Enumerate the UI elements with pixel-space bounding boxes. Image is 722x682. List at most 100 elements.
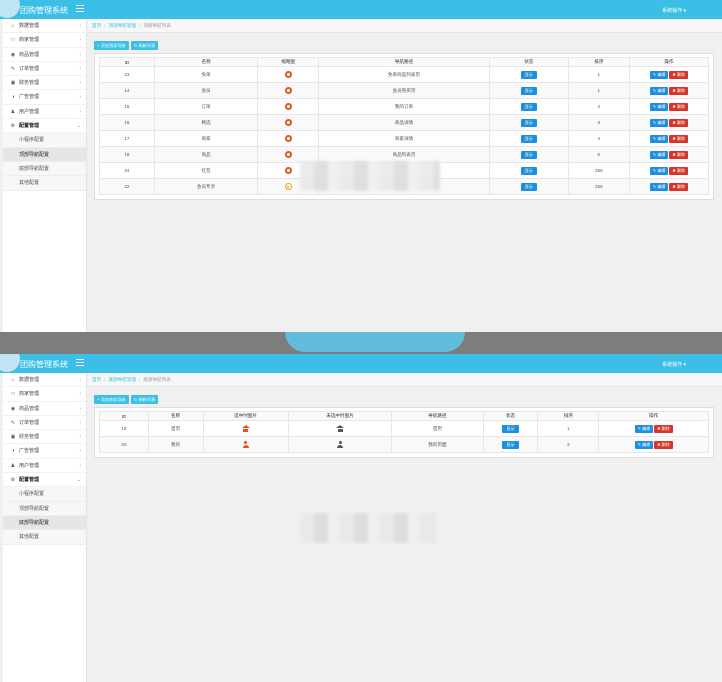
edit-icon: ✎ — [10, 65, 16, 72]
refresh-list-button[interactable]: ↻ 刷新列表 — [130, 41, 159, 50]
sidebar-subitem-2[interactable]: 底部导航配置 — [3, 161, 86, 177]
delete-button[interactable]: ✖ 删除 — [669, 118, 688, 127]
delete-button[interactable]: ✖ 删除 — [669, 134, 688, 143]
edit-icon: ✎ — [637, 425, 643, 431]
sidebar-item-6[interactable]: ♟ 用户管理 › — [3, 105, 86, 120]
sidebar-item-6[interactable]: ♟ 用户管理 › — [3, 459, 86, 474]
name-cell: 首页 — [147, 420, 204, 437]
add-bottom-nav-button[interactable]: + 添加底部导航 — [94, 395, 129, 404]
user-icon: ♟ — [10, 108, 16, 115]
edit-button[interactable]: ✎ 编辑 — [649, 86, 669, 95]
refresh-list-button[interactable]: ↻ 刷新列表 — [130, 395, 159, 404]
sidebar-item-2[interactable]: ◉ 商品管理 › — [3, 402, 86, 416]
edit-button[interactable]: ✎ 编辑 — [649, 182, 669, 191]
status-cell: 显示 — [488, 130, 569, 147]
sidebar-subitem-3[interactable]: 其他配置 — [3, 530, 86, 545]
actions-cell: ✎ 编辑 ✖ 删除 — [628, 82, 710, 99]
delete-button[interactable]: ✖ 删除 — [669, 70, 688, 79]
sidebar-subitem-1[interactable]: 顶部导航配置 — [3, 501, 86, 516]
menu-toggle-icon[interactable] — [76, 5, 84, 13]
sidebar-item-5[interactable]: ◑ 广告管理 › — [3, 444, 86, 459]
system-operations-dropdown[interactable]: 系统操作 — [662, 361, 686, 368]
breadcrumb-parent-link[interactable]: 底部导航管理 — [108, 377, 137, 382]
sidebar-subitem-2[interactable]: 底部导航配置 — [3, 515, 86, 531]
sidebar-item-5[interactable]: ◑ 广告管理 › — [3, 90, 86, 105]
sidebar-item-label: 商家管理 — [19, 391, 40, 398]
book-icon: ▣ — [10, 80, 16, 87]
menu-toggle-icon[interactable] — [76, 359, 84, 367]
chevron-right-icon: › — [79, 448, 81, 455]
delete-button[interactable]: ✖ 删除 — [669, 182, 688, 191]
sidebar-item-1[interactable]: □ 商家管理 › — [3, 387, 86, 402]
sidebar-item-0[interactable]: ⌂ 数据管理 › — [3, 373, 86, 388]
refresh-list-label: 刷新列表 — [138, 43, 156, 48]
status-badge[interactable]: 显示 — [520, 182, 537, 191]
delete-button[interactable]: ✖ 删除 — [669, 86, 688, 95]
edit-button[interactable]: ✎ 编辑 — [649, 134, 669, 143]
status-cell: 显示 — [488, 178, 569, 195]
id-cell: 14 — [99, 82, 155, 99]
breadcrumb-home-link[interactable]: 首页 — [92, 377, 102, 382]
edit-button[interactable]: ✎ 编辑 — [634, 424, 654, 433]
table-row: 14 会员 会员购买页 显示 1 ✎ 编辑 ✖ 删除 — [99, 82, 710, 99]
sidebar-item-1[interactable]: □ 商家管理 › — [3, 33, 86, 48]
sidebar-item-2[interactable]: ◉ 商品管理 › — [3, 48, 86, 62]
edit-icon: ✎ — [652, 167, 658, 173]
status-badge[interactable]: 显示 — [520, 166, 537, 175]
chevron-right-icon: › — [79, 405, 81, 412]
user-icon — [242, 441, 249, 448]
sidebar-subitem-3[interactable]: 其他配置 — [3, 176, 86, 191]
edit-button[interactable]: ✎ 编辑 — [649, 150, 669, 159]
sidebar-item-4[interactable]: ▣ 财务管理 › — [3, 76, 86, 91]
actions-cell: ✎ 编辑 ✖ 删除 — [628, 114, 710, 131]
delete-button[interactable]: ✖ 删除 — [669, 102, 688, 111]
toolbar: + 添加底部导航 ↻ 刷新列表 — [94, 395, 160, 404]
name-cell: 订单 — [153, 98, 259, 115]
id-cell: 19 — [99, 420, 149, 437]
edit-button[interactable]: ✎ 编辑 — [649, 118, 669, 127]
chevron-right-icon: › — [79, 37, 81, 44]
edit-button[interactable]: ✎ 编辑 — [649, 70, 669, 79]
name-cell: 精选 — [153, 114, 259, 131]
sidebar-item-4[interactable]: ▣ 财务管理 › — [3, 430, 86, 445]
sidebar-subitem-0[interactable]: 小程序配置 — [3, 133, 86, 148]
edit-icon: ✎ — [652, 71, 658, 77]
status-badge[interactable]: 显示 — [520, 70, 537, 79]
system-operations-dropdown[interactable]: 系统操作 — [662, 7, 686, 14]
sidebar-item-0[interactable]: ⌂ 数据管理 › — [3, 19, 86, 34]
sidebar-item-label: 订单管理 — [19, 419, 40, 426]
status-badge[interactable]: 显示 — [520, 86, 537, 95]
status-badge[interactable]: 显示 — [502, 424, 519, 433]
edit-button[interactable]: ✎ 编辑 — [634, 440, 654, 449]
delete-button[interactable]: ✖ 删除 — [654, 440, 673, 449]
add-top-nav-button[interactable]: + 添加顶部导航 — [94, 41, 129, 50]
delete-button[interactable]: ✖ 删除 — [654, 424, 673, 433]
sidebar-item-3[interactable]: ✎ 订单管理 › — [3, 416, 86, 431]
edit-button[interactable]: ✎ 编辑 — [649, 102, 669, 111]
name-cell: 红包 — [153, 162, 259, 179]
delete-button[interactable]: ✖ 删除 — [669, 150, 688, 159]
thumbnail-icon — [284, 87, 292, 94]
status-cell: 显示 — [488, 82, 569, 99]
sidebar-subitem-1[interactable]: 顶部导航配置 — [3, 147, 86, 162]
toolbar: + 添加顶部导航 ↻ 刷新列表 — [94, 41, 160, 50]
status-badge[interactable]: 显示 — [520, 150, 537, 159]
sidebar-item-7[interactable]: ⚙ 配置管理 ⌄ — [3, 119, 86, 134]
sidebar-item-3[interactable]: ✎ 订单管理 › — [3, 62, 86, 77]
status-badge[interactable]: 显示 — [520, 118, 537, 127]
delete-button[interactable]: ✖ 删除 — [669, 166, 688, 175]
id-cell: 20 — [99, 436, 149, 453]
breadcrumb-parent-link[interactable]: 顶部导航管理 — [108, 23, 137, 28]
sidebar-subitem-0[interactable]: 小程序配置 — [3, 487, 86, 502]
table-header-row: ID 名称 缩略图 导航路径 状态 排序 操作 — [99, 57, 710, 67]
edit-label: 编辑 — [657, 119, 666, 125]
sort-cell: 255 — [567, 162, 630, 179]
status-badge[interactable]: 显示 — [502, 440, 519, 449]
status-badge[interactable]: 显示 — [520, 102, 537, 111]
sidebar-item-label: 广告管理 — [19, 448, 40, 455]
breadcrumb-home-link[interactable]: 首页 — [92, 23, 102, 28]
sidebar-item-7[interactable]: ⚙ 配置管理 ⌄ — [3, 473, 86, 488]
status-badge[interactable]: 显示 — [520, 134, 537, 143]
edit-button[interactable]: ✎ 编辑 — [649, 166, 669, 175]
path-cell: 首页 — [391, 420, 484, 437]
